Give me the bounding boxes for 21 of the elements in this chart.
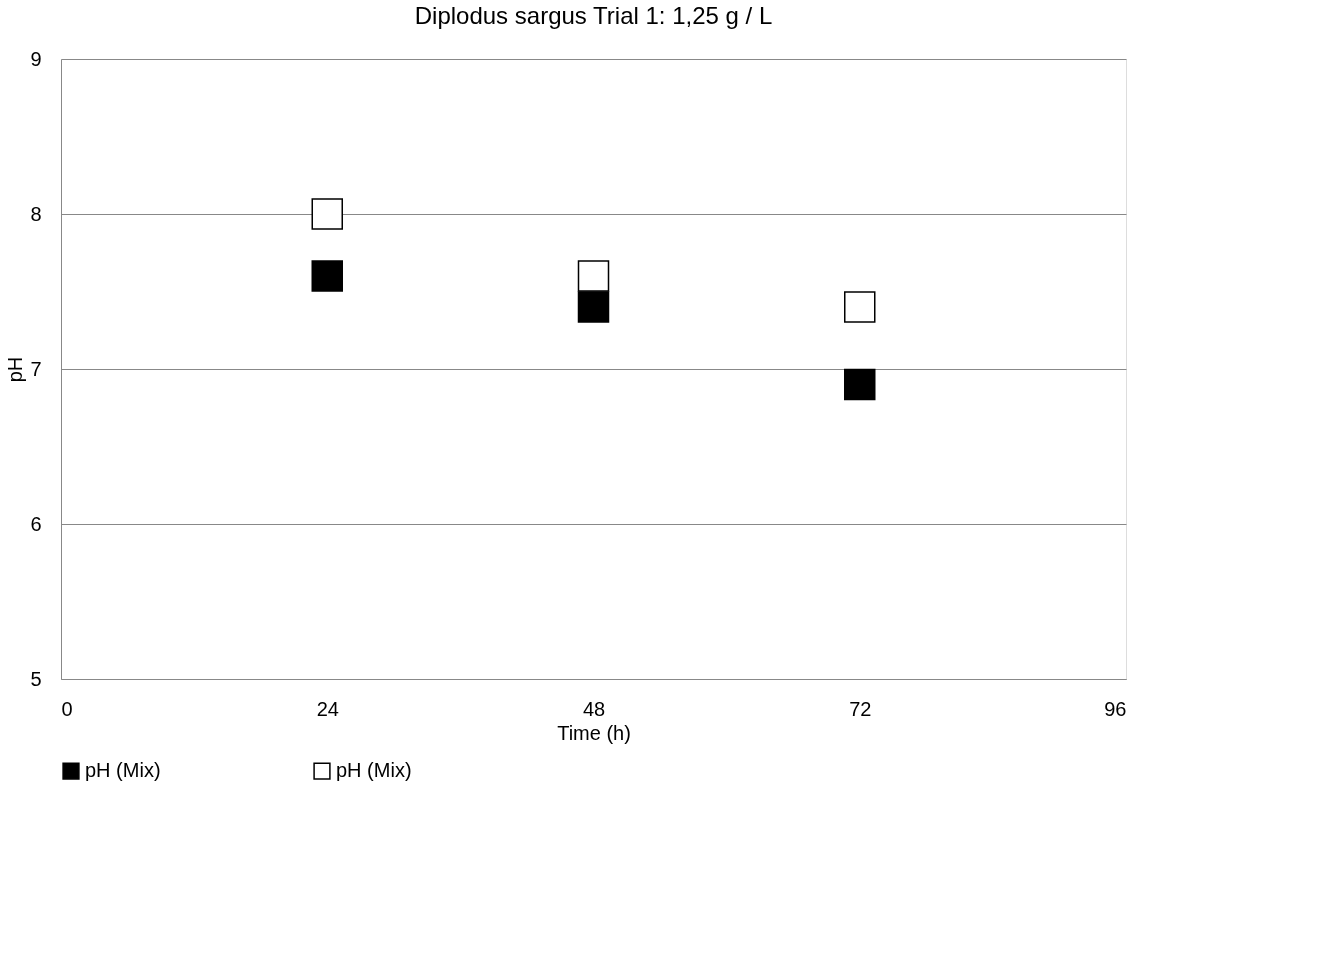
x-axis-title: Time (h) xyxy=(557,721,631,744)
x-tick-label: 48 xyxy=(582,697,606,720)
y-tick-label: 9 xyxy=(30,47,42,70)
x-tick-label: 72 xyxy=(849,697,872,720)
point xyxy=(844,368,876,401)
point xyxy=(844,291,876,323)
y-tick-label: 6 xyxy=(30,512,42,535)
y-tick-label: 7 xyxy=(30,357,42,380)
legend-label: pH (Mix) xyxy=(336,759,412,782)
y-tick-label: 5 xyxy=(30,667,42,690)
y-axis-title: pH xyxy=(4,356,27,383)
chart-title: Diplodus sargus Trial 1: 1,25 g / L xyxy=(414,2,773,29)
x-tick-label: 0 xyxy=(61,697,73,720)
point xyxy=(311,260,343,292)
legend-label: pH (Mix) xyxy=(85,759,161,782)
x-tick-label: 24 xyxy=(316,697,339,720)
point xyxy=(311,198,343,230)
point xyxy=(577,260,610,292)
point xyxy=(577,291,610,323)
x-tick-label: 96 xyxy=(1104,697,1127,720)
y-tick-label: 8 xyxy=(30,202,42,225)
